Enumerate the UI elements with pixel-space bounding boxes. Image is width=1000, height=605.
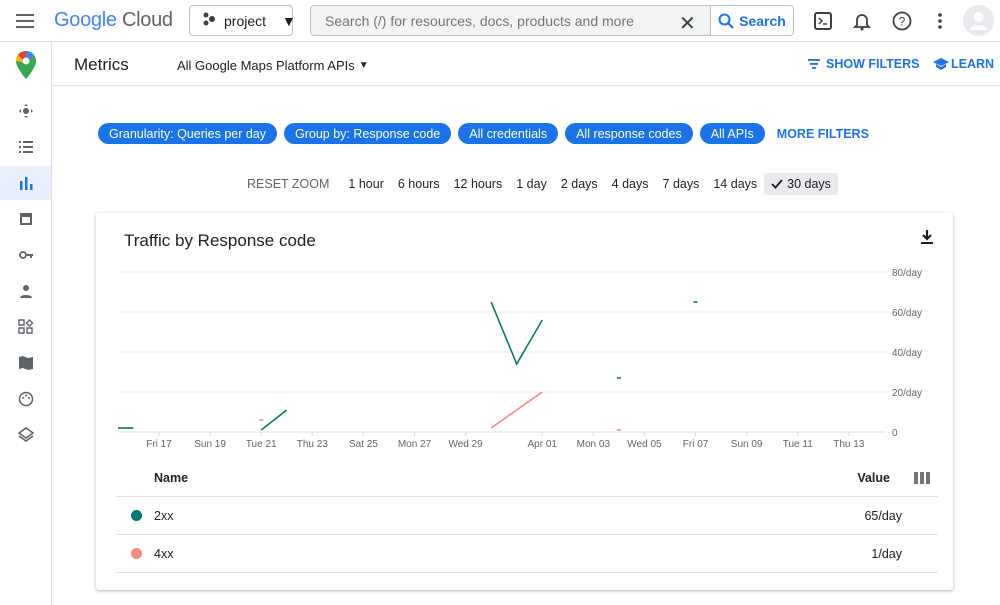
x-tick-label: Sun 09 <box>731 439 763 450</box>
x-tick-label: Thu 13 <box>833 439 865 450</box>
zoom-option[interactable]: 1 day <box>516 177 547 191</box>
widgets-icon <box>17 319 33 334</box>
filter-chip[interactable]: All response codes <box>565 123 693 144</box>
sidebar-item-widgets[interactable] <box>0 310 51 344</box>
sidebar-item-quota[interactable] <box>0 202 51 236</box>
close-icon[interactable]: ✕ <box>679 13 696 35</box>
person-icon <box>19 285 32 298</box>
zoom-option[interactable]: 2 days <box>560 177 598 191</box>
sidebar <box>0 42 52 605</box>
x-tick-label: Thu 23 <box>297 439 329 450</box>
series-2xx-line <box>490 301 543 366</box>
x-tick-label: Fri 17 <box>146 439 172 450</box>
filter-chip[interactable]: Granularity: Queries per day <box>98 123 278 144</box>
zoom-option[interactable]: 6 hours <box>397 177 440 191</box>
sidebar-item-palette[interactable] <box>0 382 51 416</box>
series-color-dot <box>131 548 142 559</box>
search-bar: ✕ Search <box>310 5 794 36</box>
search-button[interactable]: Search <box>710 5 794 36</box>
search-input[interactable] <box>311 12 671 29</box>
table-row[interactable]: 4xx 1/day <box>116 535 938 573</box>
sidebar-item-map[interactable] <box>0 346 51 380</box>
x-tick-label: Mon 27 <box>398 439 432 450</box>
filter-chips: Granularity: Queries per day Group by: Re… <box>98 123 869 144</box>
filter-chip[interactable]: All credentials <box>458 123 559 144</box>
download-icon[interactable] <box>921 230 933 249</box>
sidebar-item-key[interactable] <box>0 238 51 272</box>
table-row[interactable]: 2xx 65/day <box>116 497 938 535</box>
reset-zoom-button[interactable]: RESET ZOOM <box>247 177 330 191</box>
filter-chip[interactable]: Group by: Response code <box>284 123 452 144</box>
chart-card: Traffic by Response code 0 20/day 40/day 60… <box>96 213 953 590</box>
avatar[interactable] <box>963 5 994 36</box>
help-icon[interactable]: ? <box>891 10 913 32</box>
palette-icon <box>18 391 33 407</box>
zoom-option[interactable]: 12 hours <box>453 177 503 191</box>
check-icon <box>771 179 783 189</box>
x-tick-label: Wed 05 <box>627 439 662 450</box>
x-tick-label: Fri 07 <box>683 439 709 450</box>
caret-down-icon: ▼ <box>358 60 369 71</box>
project-icon <box>202 12 216 29</box>
filter-icon <box>808 59 820 69</box>
project-picker[interactable]: project ▼ <box>189 5 296 36</box>
x-tick-label: Sun 19 <box>194 439 226 450</box>
y-tick-label: 40/day <box>892 348 922 359</box>
zoom-option[interactable]: 14 days <box>713 177 758 191</box>
list-icon <box>18 141 33 153</box>
api-selector[interactable]: All Google Maps Platform APIs ▼ <box>177 58 369 73</box>
layers-icon <box>17 427 34 442</box>
sidebar-item-list[interactable] <box>0 130 51 164</box>
map-icon <box>18 356 33 370</box>
x-tick-label: Tue 21 <box>246 439 277 450</box>
sidebar-item-bar-chart[interactable] <box>0 166 51 200</box>
y-tick-label: 80/day <box>892 268 922 279</box>
zoom-controls: RESET ZOOM 1 hour 6 hours 12 hours 1 day 2 da… <box>240 173 838 195</box>
google-cloud-logo[interactable]: Google Cloud <box>54 9 173 31</box>
quota-icon <box>19 213 32 225</box>
column-picker-icon[interactable] <box>914 472 930 487</box>
legend-table: Name Value 2xx 65/day 4xx 1/day <box>116 459 938 573</box>
sub-header: Metrics All Google Maps Platform APIs ▼ S… <box>52 42 1000 86</box>
traffic-chart: 0 20/day 40/day 60/day 80/day Fri 17 Sun 19 Tue… <box>118 268 922 450</box>
maps-logo[interactable] <box>0 48 51 82</box>
show-filters-button[interactable]: SHOW FILTERS <box>808 57 920 71</box>
y-tick-label: 0 <box>892 428 898 439</box>
bar-chart-icon <box>19 177 32 190</box>
zoom-option[interactable]: 4 days <box>611 177 649 191</box>
page-title: Metrics <box>74 55 129 74</box>
move-icon <box>18 104 33 118</box>
y-tick-label: 20/day <box>892 388 922 399</box>
zoom-option[interactable]: 1 hour <box>348 177 384 191</box>
school-icon <box>933 58 949 70</box>
top-bar: Google Cloud project▼ ✕ Search ? <box>0 0 1000 42</box>
svg-text:?: ? <box>899 15 906 29</box>
filter-chip[interactable]: All APIs <box>699 123 765 144</box>
table-header: Name Value <box>116 459 938 497</box>
search-icon <box>718 13 734 29</box>
series-color-dot <box>131 510 142 521</box>
zoom-option[interactable]: 30 days <box>764 173 838 195</box>
sidebar-item-person[interactable] <box>0 274 51 308</box>
chart-title: Traffic by Response code <box>124 231 316 250</box>
cloud-shell-icon[interactable] <box>812 10 834 32</box>
more-vert-icon[interactable] <box>929 10 951 32</box>
caret-down-icon: ▼ <box>282 12 296 29</box>
x-tick-label: Tue 11 <box>783 439 813 450</box>
bell-icon[interactable] <box>851 10 873 32</box>
key-icon <box>18 251 33 259</box>
menu-icon[interactable] <box>14 10 36 32</box>
zoom-option[interactable]: 7 days <box>662 177 700 191</box>
learn-button[interactable]: LEARN <box>933 57 994 71</box>
series-2xx-line <box>260 409 288 431</box>
series-4xx-line <box>490 391 543 429</box>
x-tick-label: Wed 29 <box>448 439 483 450</box>
x-tick-label: Sat 25 <box>349 439 378 450</box>
x-tick-label: Mon 03 <box>577 439 611 450</box>
sidebar-item-move[interactable] <box>0 94 51 128</box>
sidebar-item-layers[interactable] <box>0 418 51 452</box>
y-tick-label: 60/day <box>892 308 922 319</box>
more-filters-button[interactable]: MORE FILTERS <box>776 126 869 141</box>
x-tick-label: Apr 01 <box>528 439 558 450</box>
